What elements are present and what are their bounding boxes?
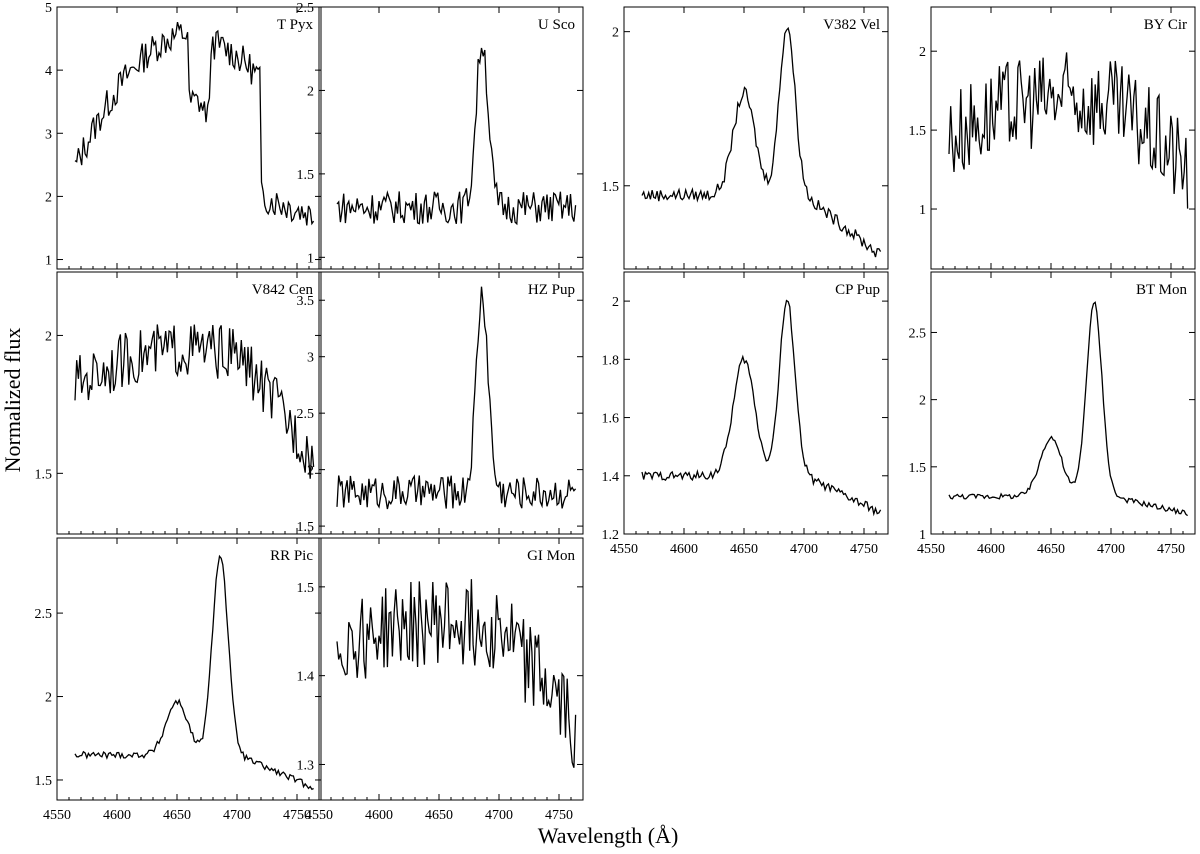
spectrum-line bbox=[641, 299, 882, 517]
y-tick-label: 2.5 bbox=[297, 1, 315, 16]
y-tick-label: 1.5 bbox=[297, 520, 315, 535]
x-tick-label: 4750 bbox=[850, 542, 878, 557]
y-tick-label: 1.8 bbox=[602, 353, 620, 368]
y-tick-label: 2 bbox=[45, 190, 52, 205]
x-tick-label: 4550 bbox=[43, 808, 71, 823]
spectrum-line bbox=[641, 26, 882, 258]
x-tick-label: 4750 bbox=[1157, 542, 1185, 557]
panel-title: CP Pup bbox=[835, 282, 880, 298]
y-tick-label: 4 bbox=[45, 64, 52, 79]
panel-hz-pup: 1.5 2 2.5 3 3.5 HZ Pup bbox=[297, 271, 584, 535]
x-tick-label: 4650 bbox=[730, 542, 758, 557]
spectrum-line bbox=[74, 21, 315, 226]
plot-frame bbox=[318, 6, 584, 270]
x-tick-label: 4700 bbox=[485, 808, 513, 823]
plot-frame bbox=[318, 537, 584, 801]
y-tick-label: 1.4 bbox=[602, 470, 620, 485]
y-axis-label: Normalized flux bbox=[0, 328, 25, 473]
x-tick-label: 4550 bbox=[305, 808, 333, 823]
panel-title: U Sco bbox=[538, 17, 575, 33]
y-tick-label: 2 bbox=[919, 45, 926, 60]
x-tick-label: 4600 bbox=[670, 542, 698, 557]
panel-rr-pic: 4550 4600 4650 4700 4750 1.5 2 2.5 RR Pic bbox=[35, 537, 322, 823]
panel-title: RR Pic bbox=[270, 548, 313, 564]
plot-frame bbox=[623, 271, 889, 535]
spectrum-line bbox=[948, 52, 1189, 209]
y-tick-label: 1 bbox=[919, 528, 926, 543]
y-tick-label: 1.5 bbox=[35, 774, 53, 789]
panel-gi-mon: 4550 4600 4650 4700 4750 1.3 1.4 1.5 GI Mon bbox=[297, 537, 584, 823]
y-tick-label: 5 bbox=[45, 1, 52, 16]
plot-frame bbox=[930, 6, 1196, 270]
panel-by-cir: 1 1.5 2 BY Cir bbox=[909, 6, 1196, 270]
y-tick-label: 1 bbox=[45, 254, 52, 269]
x-tick-label: 4650 bbox=[425, 808, 453, 823]
y-tick-label: 2 bbox=[919, 394, 926, 409]
panel-title: V382 Vel bbox=[823, 17, 880, 33]
y-tick-label: 3.5 bbox=[297, 294, 315, 309]
plot-frame bbox=[56, 537, 322, 801]
y-tick-label: 1.3 bbox=[297, 758, 315, 773]
spectrum-line bbox=[336, 47, 577, 226]
y-tick-label: 1.4 bbox=[297, 670, 315, 685]
x-tick-label: 4600 bbox=[977, 542, 1005, 557]
panels: 1 2 3 4 5 T Pyx 1 1.5 2 2.5 U Sco 1.5 2 V382 Vel 1 1.5 2… bbox=[35, 1, 1196, 823]
y-tick-label: 1.5 bbox=[35, 467, 53, 482]
x-tick-label: 4600 bbox=[103, 808, 131, 823]
x-tick-label: 4550 bbox=[610, 542, 638, 557]
panel-title: T Pyx bbox=[277, 17, 313, 33]
y-tick-label: 2.5 bbox=[35, 607, 53, 622]
y-tick-label: 1.5 bbox=[297, 581, 315, 596]
y-tick-label: 2 bbox=[45, 691, 52, 706]
panel-cp-pup: 4550 4600 4650 4700 4750 1.2 1.4 1.6 1.8 2 CP Pup bbox=[602, 271, 889, 557]
panel-title: GI Mon bbox=[527, 548, 575, 564]
panel-title: BY Cir bbox=[1144, 17, 1187, 33]
x-tick-label: 4650 bbox=[163, 808, 191, 823]
panel-title: HZ Pup bbox=[528, 282, 575, 298]
x-axis-label: Wavelength (Å) bbox=[538, 823, 679, 848]
x-tick-label: 4600 bbox=[365, 808, 393, 823]
x-tick-label: 4750 bbox=[545, 808, 573, 823]
panel-v382-vel: 1.5 2 V382 Vel bbox=[602, 6, 889, 270]
panel-v842-cen: 1.5 2 V842 Cen bbox=[35, 271, 322, 535]
y-tick-label: 1.5 bbox=[909, 461, 927, 476]
y-tick-label: 1 bbox=[919, 203, 926, 218]
plot-frame bbox=[56, 6, 322, 270]
y-tick-label: 2 bbox=[307, 464, 314, 479]
y-tick-label: 3 bbox=[45, 127, 52, 142]
y-tick-label: 2.5 bbox=[909, 326, 927, 341]
spectrum-line bbox=[336, 286, 577, 510]
spectrum-line bbox=[336, 579, 577, 768]
spectrum-line bbox=[948, 301, 1188, 517]
x-tick-label: 4750 bbox=[283, 808, 311, 823]
y-tick-label: 1.5 bbox=[602, 180, 620, 195]
panel-u-sco: 1 1.5 2 2.5 U Sco bbox=[297, 1, 584, 270]
x-tick-label: 4700 bbox=[790, 542, 818, 557]
y-tick-label: 2 bbox=[612, 295, 619, 310]
y-tick-label: 1.6 bbox=[602, 412, 620, 427]
y-tick-label: 3 bbox=[307, 351, 314, 366]
y-tick-label: 2 bbox=[612, 26, 619, 41]
spectrum-line bbox=[74, 324, 315, 479]
panel-t-pyx: 1 2 3 4 5 T Pyx bbox=[45, 1, 322, 270]
plot-frame bbox=[56, 271, 322, 535]
x-tick-label: 4650 bbox=[1037, 542, 1065, 557]
y-tick-label: 1 bbox=[307, 251, 314, 266]
spectrum-line bbox=[74, 554, 314, 791]
y-tick-label: 2.5 bbox=[297, 407, 315, 422]
x-tick-label: 4550 bbox=[917, 542, 945, 557]
y-tick-label: 1.5 bbox=[297, 168, 315, 183]
y-tick-label: 1.5 bbox=[909, 124, 927, 139]
y-tick-label: 2 bbox=[45, 329, 52, 344]
x-tick-label: 4700 bbox=[223, 808, 251, 823]
y-tick-label: 1.2 bbox=[602, 528, 620, 543]
panel-bt-mon: 4550 4600 4650 4700 4750 1 1.5 2 2.5 BT Mon bbox=[909, 271, 1196, 557]
x-tick-label: 4700 bbox=[1097, 542, 1125, 557]
y-tick-label: 2 bbox=[307, 84, 314, 99]
panel-title: V842 Cen bbox=[252, 282, 314, 298]
panel-title: BT Mon bbox=[1136, 282, 1187, 298]
